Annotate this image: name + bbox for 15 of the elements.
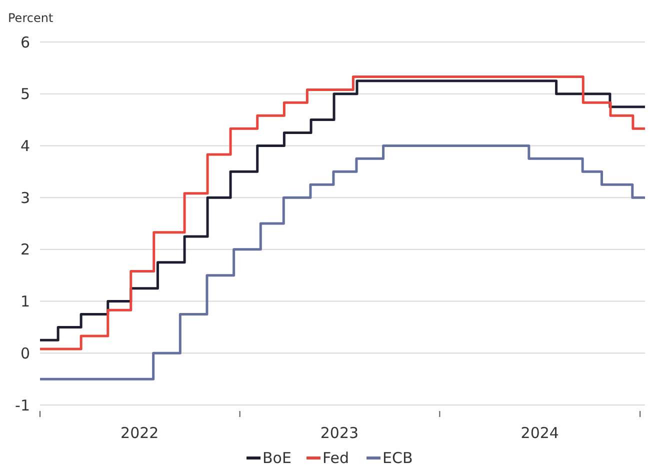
y-tick-label: 3 [20,188,30,207]
y-tick-label: 5 [20,85,30,104]
x-tick-label: 2022 [120,424,159,442]
legend-label: BoE [262,449,292,467]
y-tick-label: 4 [20,136,30,155]
x-tick-label: 2023 [320,424,359,442]
y-tick-label: 6 [20,33,30,52]
x-tick-label: 2024 [520,424,559,442]
y-axis-title: Percent [8,11,54,25]
y-tick-label: 0 [20,344,30,362]
y-tick-label: 1 [20,292,30,311]
y-tick-label: -1 [15,396,30,414]
y-tick-label: 2 [20,240,30,259]
legend-label: Fed [322,449,350,467]
legend-label: ECB [382,449,413,467]
